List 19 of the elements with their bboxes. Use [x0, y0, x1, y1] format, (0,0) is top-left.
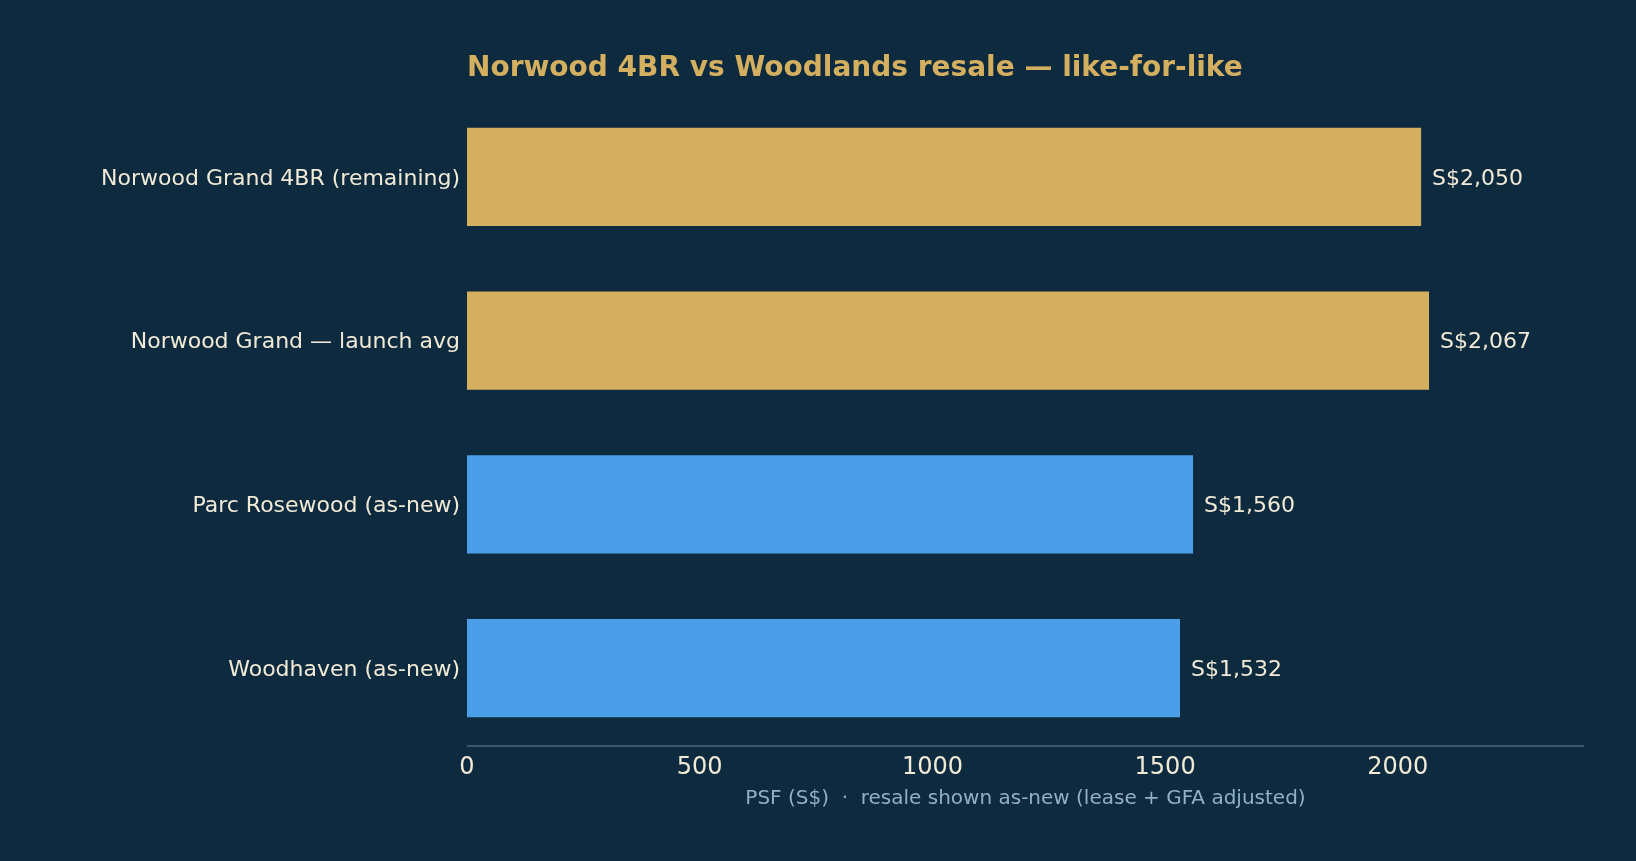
bar [467, 455, 1194, 554]
data-label: S$2,050 [1432, 164, 1524, 190]
bar [467, 619, 1181, 718]
data-label: S$2,067 [1440, 328, 1531, 354]
x-axis-title: PSF (S$) · resale shown as-new (lease + GFA adjusted) [745, 785, 1306, 809]
x-tick-label: 2000 [1367, 752, 1429, 780]
data-label: S$1,560 [1204, 492, 1295, 518]
y-tick-label: Woodhaven (as-new) [228, 655, 460, 681]
bar [467, 291, 1430, 390]
x-tick-label: 0 [459, 752, 475, 780]
x-tick-label: 1500 [1134, 752, 1196, 780]
bar [467, 127, 1422, 226]
x-tick-label: 500 [676, 752, 723, 780]
y-tick-label: Parc Rosewood (as-new) [192, 492, 460, 518]
data-label: S$1,532 [1191, 655, 1282, 681]
chart-title: Norwood 4BR vs Woodlands resale — like-for-like [467, 50, 1243, 83]
x-tick-label: 1000 [901, 752, 963, 780]
y-tick-label: Norwood Grand — launch avg [130, 328, 460, 354]
y-tick-label: Norwood Grand 4BR (remaining) [101, 164, 460, 190]
